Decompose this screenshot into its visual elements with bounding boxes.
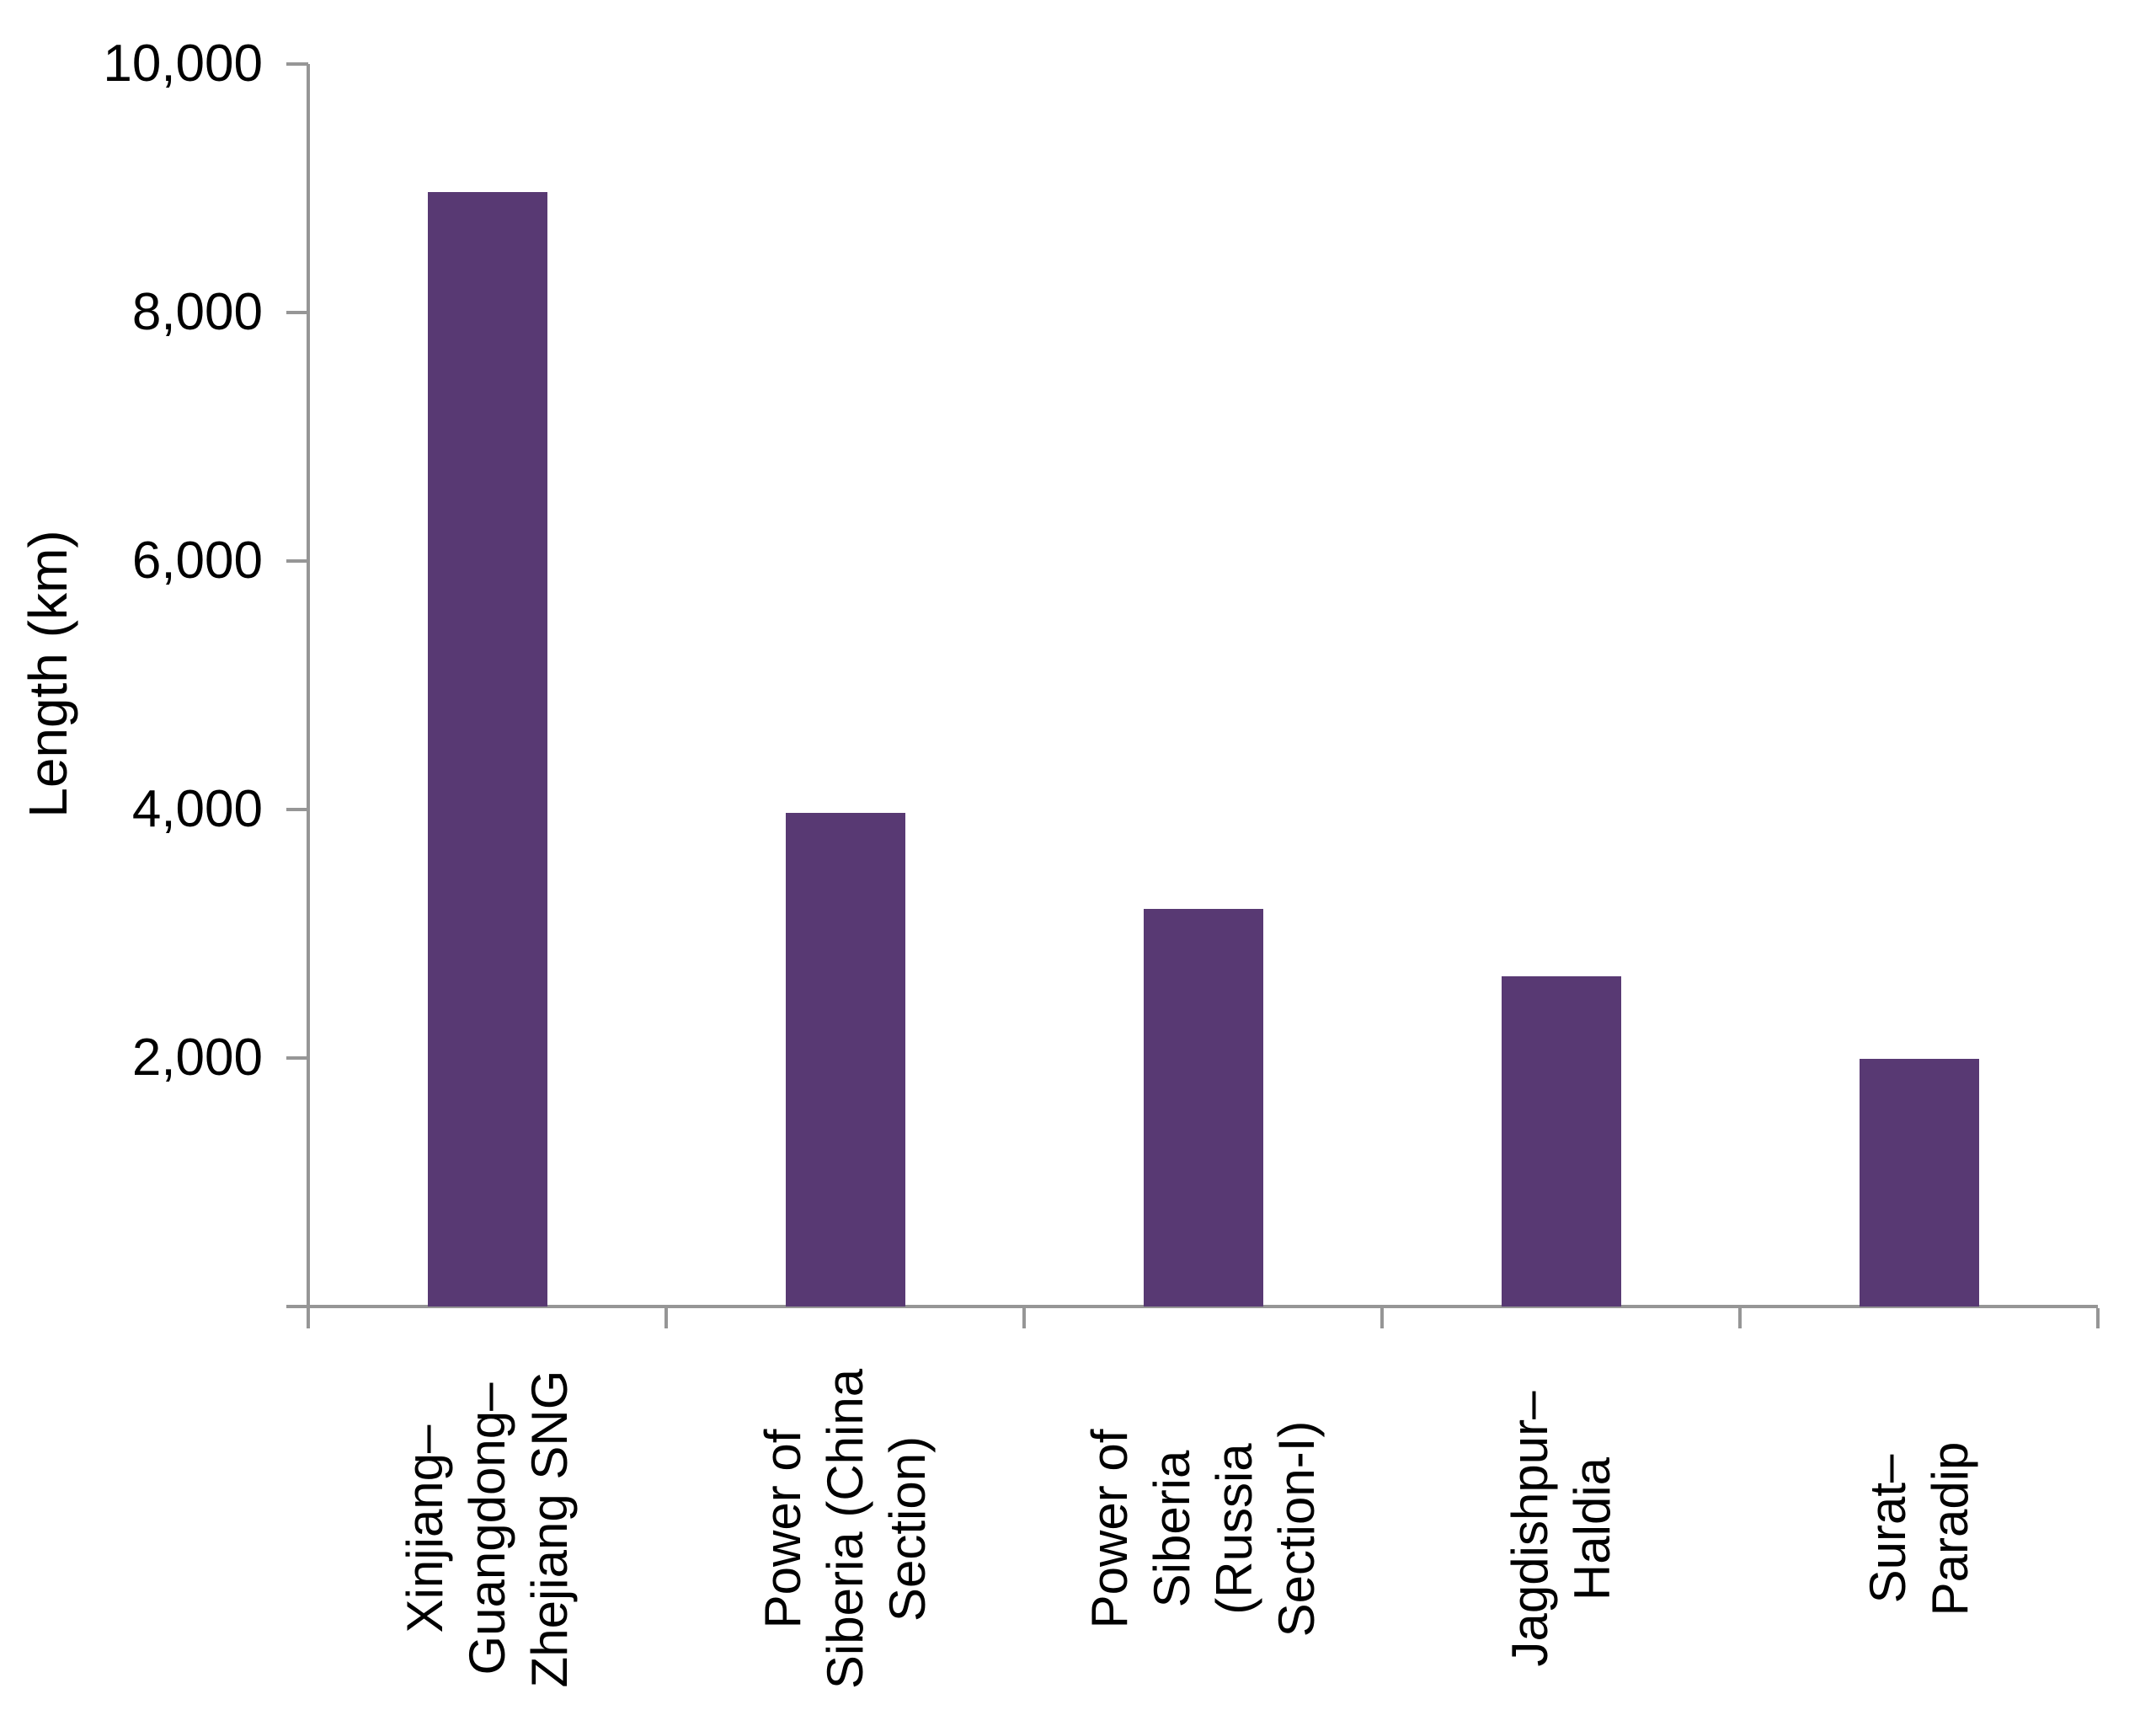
x-category-label: Power of Siberia (Russia Section-I): [1081, 1420, 1325, 1638]
bar: [427, 191, 547, 1307]
y-axis-tick-label: 10,000: [103, 35, 263, 93]
bar: [1859, 1059, 1979, 1307]
bar: [1501, 976, 1621, 1307]
x-axis-line: [286, 1305, 2098, 1308]
y-axis-tick-label: 8,000: [131, 283, 263, 341]
x-axis-tick: [307, 1308, 310, 1328]
bar: [1143, 909, 1263, 1307]
y-axis-tick: [286, 62, 308, 66]
y-axis-line: [307, 64, 310, 1327]
bar: [785, 813, 905, 1307]
x-category-label: Xinjiang– Guangdong– Zhejiang SNG: [396, 1370, 578, 1688]
y-axis-title: Length (km): [18, 530, 78, 818]
x-axis-tick: [664, 1308, 668, 1328]
y-axis-tick-label: 4,000: [131, 780, 263, 838]
x-axis-tick: [2096, 1308, 2100, 1328]
x-axis-tick: [1022, 1308, 1026, 1328]
y-axis-tick: [286, 311, 308, 314]
y-axis-tick-label: 6,000: [131, 532, 263, 590]
y-axis-tick: [286, 559, 308, 563]
y-axis-tick: [286, 808, 308, 811]
y-axis-tick: [286, 1056, 308, 1060]
x-axis-tick: [1380, 1308, 1384, 1328]
y-axis-tick-label: 2,000: [131, 1029, 263, 1087]
x-category-label: Jagdishpur– Haldia: [1501, 1391, 1620, 1667]
x-category-label: Surat– Paradip: [1859, 1441, 1978, 1616]
x-category-label: Power of Siberia (China Section): [754, 1368, 936, 1690]
x-axis-tick: [1738, 1308, 1742, 1328]
